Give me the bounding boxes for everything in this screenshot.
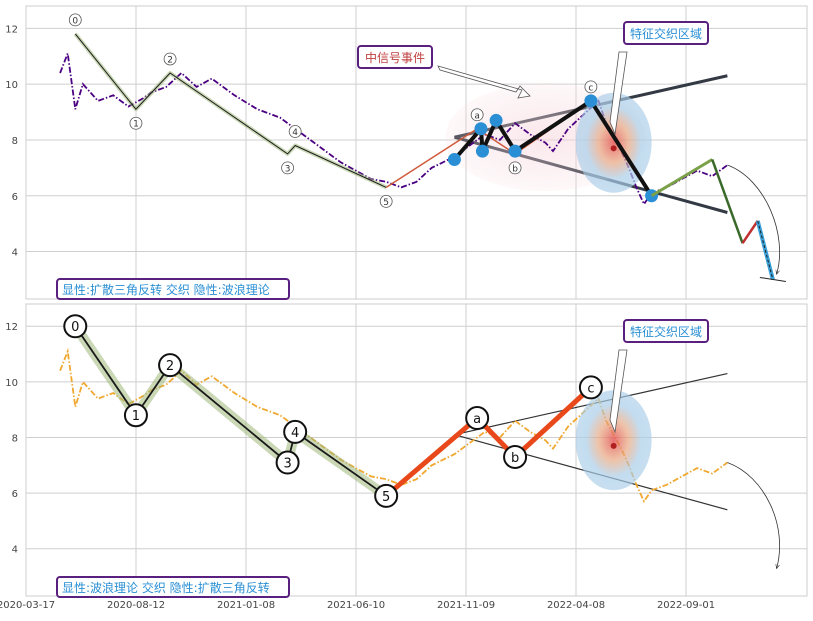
wave-label-marker (158, 353, 183, 378)
y-tick-label: 8 (12, 433, 18, 444)
feature-region-ellipse (575, 390, 652, 491)
feature-region-box (623, 21, 709, 45)
wave-label: 0 (71, 320, 79, 335)
x-tick-label: 2021-01-08 (217, 600, 275, 611)
wave-label-marker (470, 108, 484, 122)
wave-label: 5 (382, 490, 390, 505)
wave-label-marker (275, 450, 300, 475)
y-tick-label: 10 (5, 378, 18, 389)
wave-label: 1 (133, 120, 139, 130)
wave-label-marker (281, 161, 294, 175)
feature-region-arrow (609, 349, 628, 434)
corrective-wave-line (384, 385, 593, 498)
x-tick-label: 2021-06-10 (327, 600, 385, 611)
caption-text: 显性:扩散三角反转 交织 隐性:波浪理论 (62, 282, 270, 297)
wave-label: 2 (166, 359, 174, 374)
wave-label-marker (503, 444, 528, 469)
feature-region-arrow (609, 51, 628, 136)
pattern-point (474, 122, 488, 136)
projection-curve-arrow (727, 462, 781, 569)
wave-label-marker (129, 116, 143, 130)
wave-label-marker (465, 406, 490, 431)
wave-line (74, 325, 387, 497)
feature-region-label: 特征交织区域 (630, 26, 702, 41)
feature-center-dot (610, 145, 617, 152)
wave-label: 0 (72, 16, 78, 26)
wave-label: 2 (167, 55, 173, 65)
y-tick-label: 4 (12, 545, 18, 556)
wave-label-marker (508, 161, 522, 175)
wave-label: b (512, 164, 518, 174)
wave-label-marker (288, 125, 302, 138)
caption-box (56, 278, 290, 300)
feature-region-label: 特征交织区域 (630, 324, 702, 339)
pattern-point (447, 152, 461, 166)
wave-label-marker (578, 375, 603, 400)
wave-label: 5 (383, 198, 389, 208)
wave-label: 3 (283, 457, 291, 472)
x-tick-label: 2022-04-08 (547, 600, 605, 611)
y-tick-label: 12 (5, 24, 18, 35)
wave-label-marker (283, 419, 308, 444)
y-tick-label: 4 (12, 248, 18, 259)
pattern-point (489, 113, 503, 127)
x-tick-label: 2021-11-09 (437, 600, 495, 611)
wave-label: 4 (291, 426, 299, 441)
caption-text: 显性:波浪理论 交织 隐性:扩散三角反转 (62, 580, 270, 595)
x-tick-label: 2020-08-12 (107, 600, 165, 611)
wave-label-marker (163, 52, 177, 66)
signal-event-arrow (437, 65, 531, 99)
signal-event-label: 中信号事件 (365, 50, 425, 65)
x-tick-label: 2020-03-17 (0, 600, 55, 611)
plot-area (25, 303, 808, 597)
feature-center-dot (610, 442, 617, 449)
wave-label-marker (379, 194, 393, 208)
projection-segment-dash (757, 220, 774, 280)
wave-label-marker (374, 483, 399, 508)
wave-label: 3 (285, 164, 291, 174)
wave-label-marker (68, 13, 82, 27)
wave-label: 1 (132, 409, 140, 424)
wave-label-marker (584, 80, 598, 94)
wave-label-marker (63, 314, 88, 339)
y-tick-label: 10 (5, 80, 18, 91)
signal-event-box (357, 45, 433, 69)
wave-line (74, 33, 387, 188)
pattern-point (508, 144, 522, 158)
projection-segment (741, 220, 759, 244)
wave-label-marker (123, 403, 148, 428)
wave-label: a (474, 111, 480, 121)
y-tick-label: 12 (5, 322, 18, 333)
projection-segment (711, 159, 744, 244)
wave-label: a (473, 412, 481, 427)
y-tick-label: 6 (12, 192, 18, 203)
wave-label: 4 (292, 128, 298, 138)
projection-end-cap (759, 276, 786, 282)
wave-label: c (588, 83, 593, 93)
pattern-point (584, 94, 598, 108)
pattern-point (475, 144, 489, 158)
x-tick-label: 2022-09-01 (657, 600, 715, 611)
caption-box (56, 576, 290, 598)
y-tick-label: 8 (12, 136, 18, 147)
y-tick-label: 6 (12, 489, 18, 500)
feature-region-box (623, 319, 709, 343)
wave-label: b (511, 451, 519, 466)
projection-curve-arrow (727, 164, 781, 274)
wave-label: c (587, 381, 594, 396)
projection-segment (650, 158, 713, 198)
